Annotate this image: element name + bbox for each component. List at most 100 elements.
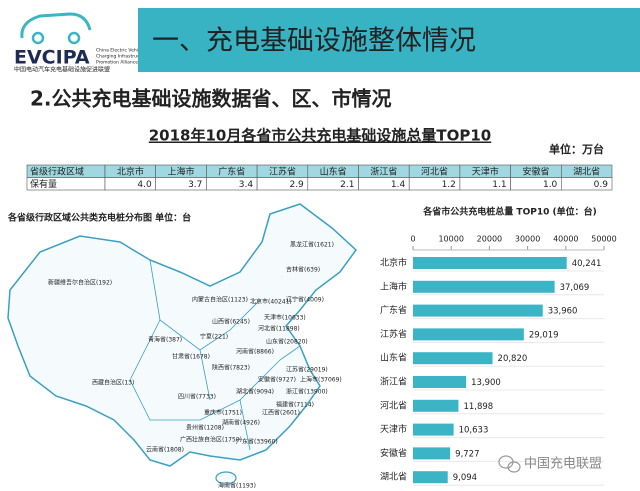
- map-title: 各省级行政区域公共类充电桩分布图 单位：台: [7, 212, 191, 224]
- table-cell-text: 0.9: [594, 180, 609, 190]
- table-cell: [560, 177, 613, 191]
- watermark-text: 中国充电联盟: [524, 456, 602, 472]
- map-label: 内蒙古自治区(1123): [192, 296, 248, 304]
- table-cell-text: 2.1: [340, 180, 354, 190]
- map-label: 河南省(8866): [236, 348, 274, 356]
- map-island: [215, 471, 237, 485]
- map-label: 河北省(11898): [258, 325, 300, 333]
- header-title: 一、充电基础设施整体情况: [152, 26, 476, 57]
- bar: [413, 376, 467, 388]
- logo-wheel: [67, 31, 81, 45]
- map-label: 江西省(2601): [262, 409, 300, 417]
- map-label: 江苏省(29019): [286, 366, 328, 374]
- x-tick-label: 10000: [438, 235, 463, 244]
- logo-english: China Electric Vehicle: [96, 48, 145, 54]
- table-cell-text: 3.7: [188, 180, 202, 190]
- section-title: 2.公共充电基础设施数据省、区、市情况: [30, 87, 392, 111]
- category-label: 河北省: [380, 399, 407, 411]
- table-cell-text: 江苏省: [269, 165, 296, 177]
- map-label: 宁夏(221): [200, 333, 228, 341]
- value-label-box: [495, 352, 526, 365]
- x-tick-label: 50000: [591, 235, 616, 244]
- logo-icon: [20, 12, 92, 39]
- value-label-box: [526, 328, 557, 341]
- map-label: 山西省(6245): [212, 318, 250, 326]
- category-label: 山东省: [380, 352, 407, 364]
- map-outline: [7, 203, 358, 467]
- value-label: 9,727: [455, 449, 479, 459]
- bar: [413, 471, 448, 484]
- bar: [413, 423, 454, 436]
- bar: [413, 352, 493, 365]
- x-tick-label: 20000: [477, 235, 502, 244]
- map-labels: 黑龙江省(1621) 吉林省(639) 辽宁省(4009) 内蒙古自治区(1123) 北…: [48, 241, 342, 490]
- map-label: 上海市(37069): [300, 376, 342, 384]
- table-cell-text: 河北省: [421, 165, 448, 177]
- table-cell-text: 天津市: [472, 165, 499, 177]
- table-cell-text: 1.1: [492, 180, 506, 190]
- value-label-box: [453, 447, 484, 460]
- map-label: 黑龙江省(1621): [290, 241, 334, 249]
- value-label: 10,633: [459, 426, 489, 436]
- bar: [413, 399, 459, 412]
- map-label: 浙江省(13900): [286, 388, 328, 396]
- table-cell-text: 省级行政区域: [30, 165, 84, 177]
- table-cell-text: 山东省: [320, 165, 347, 177]
- map-label: 天津市(10633): [264, 314, 306, 322]
- map-label: 青海省(387): [148, 336, 182, 344]
- value-label-box: [557, 280, 588, 293]
- logo: EVCIPA China Electric Vehicle Charging I…: [14, 12, 149, 74]
- map-label: 湖北省(9094): [236, 388, 274, 396]
- value-label-box: [545, 304, 576, 317]
- logo-wheel: [31, 31, 45, 45]
- category-label: 浙江省: [380, 376, 407, 388]
- value-label: 9,094: [453, 473, 477, 483]
- map-borders: [129, 259, 301, 451]
- table-cell-text: 4.0: [137, 180, 152, 190]
- logo-name: EVCIPA: [14, 47, 90, 69]
- value-label-box: [569, 257, 600, 269]
- category-label: 上海市: [380, 280, 407, 292]
- map-label: 广东省(33960): [236, 438, 278, 446]
- logo-english: Promotion Alliance: [96, 60, 138, 66]
- logo-chinese: 中国电动汽车充电基础设施促进联盟: [14, 66, 110, 74]
- value-label-box: [461, 399, 492, 412]
- value-label: 40,241: [572, 259, 602, 269]
- value-label: 29,019: [529, 330, 559, 340]
- value-label-box: [456, 423, 487, 436]
- map-label: 重庆市(1751): [204, 409, 242, 417]
- value-label: 37,069: [560, 283, 590, 293]
- map-label: 福建省(7114): [276, 401, 314, 409]
- map: [7, 203, 358, 485]
- category-label: 天津市: [380, 423, 407, 435]
- map-label: 广西壮族自治区(1750): [180, 436, 242, 444]
- watermark: 中国充电联盟: [498, 455, 602, 473]
- value-label: 20,820: [498, 354, 528, 364]
- bar: [413, 328, 524, 341]
- bar-chart: 0 10000 20000 30000 40000 50000 北京市 40,241 上海市 37…: [380, 235, 617, 486]
- x-tick-label: 0: [410, 235, 415, 244]
- table-cell-text: 1.2: [442, 180, 456, 190]
- logo-english: Charging Infrastructure: [96, 54, 149, 60]
- map-label: 贵州省(1208): [186, 424, 224, 432]
- category-label: 江苏省: [380, 328, 407, 340]
- map-label: 海南省(1193): [218, 482, 256, 490]
- table-cell-text: 安徽省: [522, 165, 549, 177]
- map-label: 四川省(7733): [178, 393, 216, 401]
- chart-title: 各省市公共充电桩总量 TOP10 (单位：台): [422, 206, 596, 218]
- bar: [413, 280, 555, 293]
- category-label: 广东省: [380, 304, 407, 316]
- table-cell-text: 保有量: [30, 178, 57, 190]
- table-title: 2018年10月各省市公共充电基础设施总量TOP10: [149, 127, 491, 145]
- value-label: 11,898: [463, 402, 493, 412]
- value-label-box: [469, 376, 500, 388]
- map-label: 陕西省(7823): [212, 364, 250, 372]
- table-cell-text: 北京市: [117, 165, 144, 177]
- bar: [413, 257, 567, 269]
- map-label: 甘肃省(1678): [172, 353, 210, 361]
- value-label-box: [450, 471, 481, 484]
- table-cell-text: 1.4: [391, 180, 406, 190]
- value-label: 13,900: [471, 378, 501, 388]
- bar: [413, 304, 543, 317]
